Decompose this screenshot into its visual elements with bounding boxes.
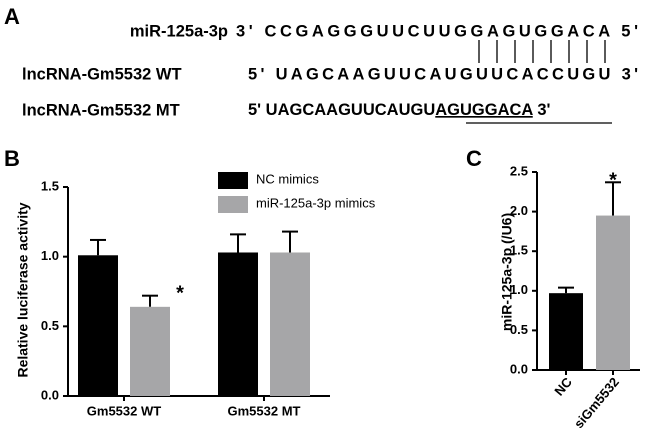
significance: * xyxy=(609,169,617,191)
y-axis-label: miR-125a-3p (/U6) xyxy=(499,213,515,331)
legend-label: miR-125a-3p mimics xyxy=(256,195,376,210)
pairing-lines xyxy=(478,40,606,63)
x-tick-label: NC xyxy=(551,374,575,398)
sequence-name: miR-125a-3p xyxy=(130,22,228,40)
panel-label: C xyxy=(466,146,482,171)
sequence: 5' UAGCAAGUUCAUGUAGUGGACA 3' xyxy=(248,101,551,119)
bar xyxy=(218,252,258,396)
y-tick-label: 1.0 xyxy=(41,248,59,263)
y-tick-label: 0.0 xyxy=(510,361,528,376)
legend-swatch xyxy=(218,172,248,189)
y-tick-label: 0.5 xyxy=(41,318,59,333)
legend-swatch xyxy=(218,196,248,213)
x-tick-label: Gm5532 WT xyxy=(87,403,161,418)
sequence-part: 5' UAGCAAGUUCAUGU xyxy=(248,101,435,119)
sequence: 3' CCGAGGGUUCUUGGAGUGGACA 5' xyxy=(236,22,638,40)
y-axis-label: Relative luciferase activity xyxy=(15,202,31,377)
sequence-part: AGUGGACA xyxy=(435,101,533,119)
sequence-name: lncRNA-Gm5532 MT xyxy=(22,101,180,119)
bar xyxy=(130,306,170,396)
y-tick-label: 2.5 xyxy=(510,163,528,178)
y-tick-label: 1.5 xyxy=(41,178,59,193)
x-tick-label: siGm5532 xyxy=(571,374,622,431)
y-tick-label: 1.0 xyxy=(510,282,528,297)
x-tick-label: Gm5532 MT xyxy=(228,403,301,418)
sequence: 5' UAGCAAGUUCAUGUUCACCUGU 3' xyxy=(248,65,638,83)
y-tick-label: 2.0 xyxy=(510,203,528,218)
bar xyxy=(78,255,118,396)
y-tick-label: 1.5 xyxy=(510,243,528,258)
legend-label: NC mimics xyxy=(256,171,319,186)
sequence-name: lncRNA-Gm5532 WT xyxy=(22,65,182,83)
bar xyxy=(549,293,583,370)
sequence-part: 3' xyxy=(533,101,551,119)
bar xyxy=(270,252,310,396)
significance: * xyxy=(176,282,184,304)
y-tick-label: 0.5 xyxy=(510,322,528,337)
panel-label: B xyxy=(4,146,20,171)
bar xyxy=(596,215,630,370)
panel-label: A xyxy=(4,4,20,29)
y-tick-label: 0.0 xyxy=(41,387,59,402)
